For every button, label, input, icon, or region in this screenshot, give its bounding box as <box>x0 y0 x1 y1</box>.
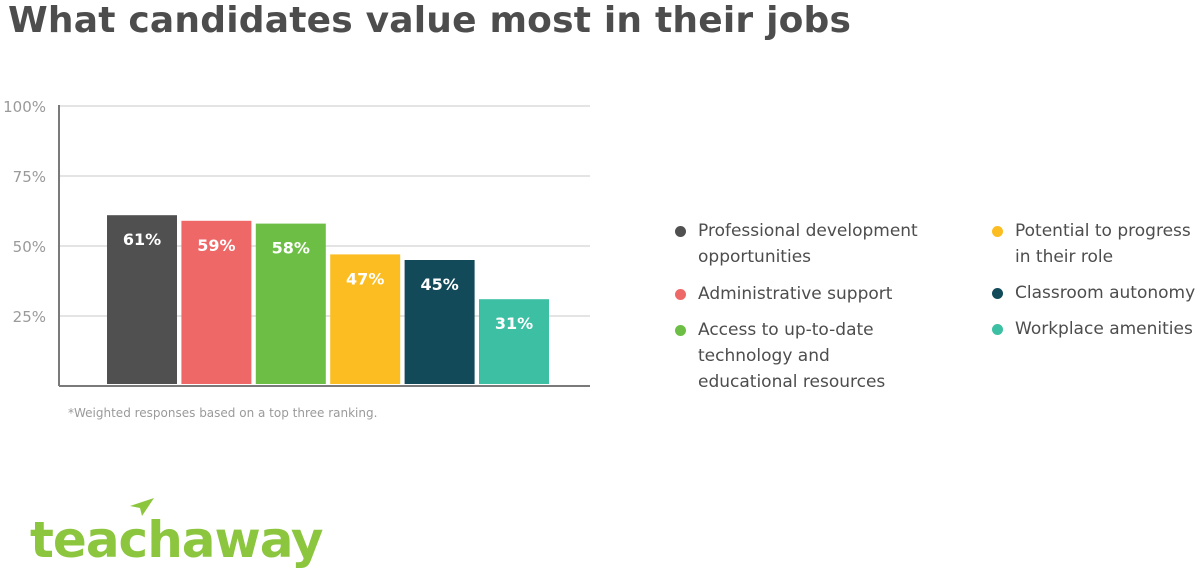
legend-label: Administrative support <box>698 281 892 307</box>
bar <box>107 215 177 384</box>
legend-label-line: Access to up-to-date <box>698 320 874 340</box>
legend-label-line: Classroom autonomy <box>1015 283 1196 303</box>
legend-label: Classroom autonomy <box>1015 280 1195 306</box>
paper-plane-icon <box>130 498 154 516</box>
bar-value-label: 58% <box>272 239 310 258</box>
bar <box>404 260 475 384</box>
bar-value-label: 31% <box>495 314 533 333</box>
legend-label: Access to up-to-date technology and educat… <box>698 317 885 395</box>
bar-value-label: 45% <box>420 275 458 294</box>
y-tick-label: 75% <box>13 168 46 186</box>
legend-label-line: Potential to progress <box>1015 221 1191 241</box>
legend-swatch <box>992 288 1003 299</box>
legend-label-line: technology and <box>698 346 830 366</box>
bar-value-label: 61% <box>123 230 161 249</box>
legend-label: Workplace amenities <box>1015 316 1193 342</box>
legend-swatch <box>675 289 686 300</box>
legend-label-line: Administrative support <box>698 284 893 304</box>
legend-swatch <box>992 324 1003 335</box>
legend-item: Professional development opportunities <box>675 218 918 270</box>
bar-value-label: 59% <box>197 236 235 255</box>
legend-label: Professional development opportunities <box>698 218 918 270</box>
bar <box>255 223 326 384</box>
legend-label-line: Workplace amenities <box>1015 319 1193 339</box>
bar-chart: 25% 50% 75% 100% 61% 59% 58% 47% 45% 31% <box>3 98 590 387</box>
bar <box>479 299 549 384</box>
legend-label-line: Professional development <box>698 221 918 241</box>
legend-item: Access to up-to-date technology and educat… <box>675 317 885 395</box>
legend-swatch <box>992 226 1003 237</box>
chart-title: What candidates value most in their jobs <box>8 0 852 41</box>
teachaway-logo: teachaway <box>30 511 324 569</box>
legend-swatch <box>675 325 686 336</box>
legend-label: Potential to progress in their role <box>1015 218 1191 270</box>
y-tick-label: 25% <box>13 308 46 326</box>
legend-item: Potential to progress in their role <box>992 218 1191 270</box>
y-tick-label: 100% <box>3 98 46 116</box>
legend-item: Workplace amenities <box>992 316 1193 342</box>
bar <box>330 254 401 384</box>
legend-swatch <box>675 226 686 237</box>
footnote: *Weighted responses based on a top three… <box>68 406 378 420</box>
bar-value-label: 47% <box>346 269 384 288</box>
legend-label-line: educational resources <box>698 372 886 392</box>
bar <box>181 220 252 384</box>
legend-item: Administrative support <box>675 281 892 307</box>
legend-item: Classroom autonomy <box>992 280 1195 306</box>
legend-label-line: opportunities <box>698 247 812 267</box>
y-tick-label: 50% <box>13 238 46 256</box>
legend-label-line: in their role <box>1015 247 1114 267</box>
